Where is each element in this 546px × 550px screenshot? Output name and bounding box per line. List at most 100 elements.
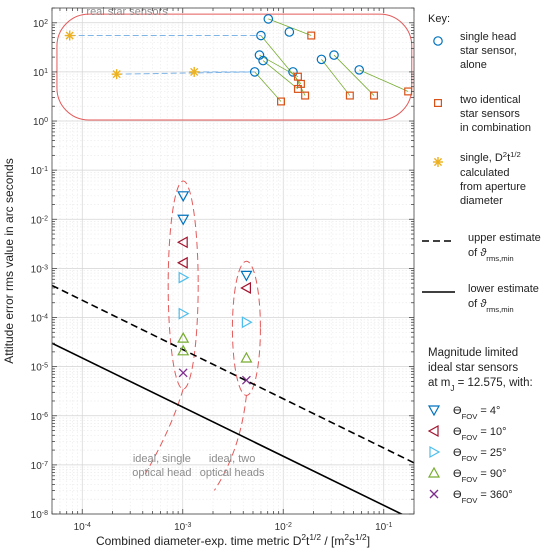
- grid: [51, 7, 415, 515]
- legend-title: Key:: [428, 13, 450, 25]
- single-head-point: [354, 65, 365, 75]
- pair-link-line: [321, 59, 351, 96]
- upper-estimate-line: [52, 284, 414, 464]
- y-tick-label: 10-4: [31, 313, 48, 325]
- ideal-two-label: optical heads: [200, 467, 265, 479]
- star-stroke: [65, 31, 74, 40]
- y-tick-label: 100: [33, 117, 48, 129]
- lower-estimate-line: [52, 342, 404, 514]
- pair-link-line: [333, 54, 375, 96]
- y-tick-label: 10-3: [31, 264, 48, 276]
- aperture-point: [111, 69, 122, 80]
- ideal-two-pointer: [213, 395, 247, 491]
- legend-aperture-label: from aperture: [460, 181, 526, 193]
- ideal-two-fov-4-point: [240, 270, 253, 282]
- x-tick-label: 10-4: [74, 522, 91, 534]
- ideal-single-ellipse: [167, 180, 199, 390]
- legend-single-head-marker: [433, 36, 443, 46]
- real-sensors-label: real star sensors: [86, 6, 168, 18]
- aperture-point: [64, 30, 75, 41]
- legend-fov-90-label: ϴFOV = 90°: [453, 468, 507, 484]
- real-sensors-region: [56, 13, 413, 121]
- cross-stroke: [178, 368, 188, 378]
- legend-single-head-label: star sensor,: [460, 45, 517, 57]
- legend-two-heads-label: in combination: [460, 122, 531, 134]
- legend-aperture-label: diameter: [460, 195, 503, 207]
- single-head-point: [263, 14, 274, 24]
- single-head-point: [284, 27, 295, 37]
- legend-lower-label: of ϑrms,min: [468, 298, 514, 314]
- ideal-single-pointer: [144, 388, 184, 475]
- ideal-single-fov-360-point: [178, 368, 188, 378]
- x-tick-label: 10-1: [375, 522, 392, 534]
- legend-fov-360-marker: [429, 489, 439, 499]
- legend-single-head-label: single head: [460, 31, 516, 43]
- legend-fov-90-marker: [427, 466, 441, 478]
- legend-fov-360-label: ϴFOV = 360°: [453, 489, 513, 505]
- aperture-point: [189, 66, 200, 77]
- legend-upper-label: of ϑrms,min: [468, 247, 514, 263]
- legend-fov-25-label: ϴFOV = 25°: [453, 447, 507, 463]
- ideal-single-fov-25-point: [178, 307, 190, 320]
- legend-aperture-marker: [433, 157, 443, 167]
- y-tick-label: 10-7: [31, 460, 48, 472]
- aperture-link-line: [116, 71, 255, 75]
- ideal-single-fov-25-point: [178, 271, 190, 284]
- plot-content: [52, 13, 414, 514]
- star-stroke: [190, 67, 199, 77]
- y-tick-label: 102: [33, 18, 48, 30]
- legend-aperture-label: calculated: [460, 167, 510, 179]
- star-stroke: [112, 70, 121, 79]
- legend-two-heads-label: two identical: [460, 94, 521, 106]
- ideal-single-fov-90-point: [177, 331, 190, 343]
- pair-link-line: [254, 71, 282, 102]
- ideal-two-fov-90-point: [240, 351, 253, 363]
- single-head-point: [249, 67, 260, 77]
- pair-link-line: [262, 60, 299, 90]
- y-tick-label: 10-1: [31, 166, 48, 178]
- legend-aperture-label: single, D2t1/2: [460, 150, 521, 165]
- y-tick-label: 10-8: [31, 510, 48, 522]
- ideal-two-label: ideal, two: [209, 453, 255, 465]
- legend-upper-label: upper estimate: [468, 232, 541, 244]
- x-axis-label: Combined diameter-exp. time metric D2t1/…: [96, 532, 370, 548]
- two-heads-point: [293, 72, 302, 81]
- star-stroke: [433, 157, 443, 167]
- single-head-point: [254, 50, 265, 60]
- ideal-single-fov-10-point: [176, 236, 188, 249]
- legend-two-heads-marker: [434, 98, 443, 107]
- pair-link-line: [359, 69, 409, 92]
- y-axis-label: Attitude error rms value in arc seconds: [2, 158, 16, 363]
- ideal-two-fov-25-point: [241, 316, 253, 329]
- single-head-point: [329, 50, 339, 60]
- legend-magnitude-label: Magnitude limited: [428, 347, 518, 359]
- legend-two-heads-label: star sensors: [460, 108, 520, 120]
- ideal-single-fov-4-point: [177, 191, 190, 203]
- legend-magnitude-label: ideal star sensors: [428, 362, 518, 374]
- ideal-single-fov-4-point: [177, 214, 190, 226]
- x-tick-label: 10-3: [174, 522, 191, 534]
- two-heads-point: [301, 91, 310, 100]
- legend-fov-4-marker: [427, 405, 441, 417]
- axes-box: [51, 7, 415, 515]
- plot-area: [52, 8, 414, 514]
- legend-lower-label: lower estimate: [468, 283, 539, 295]
- y-tick-label: 10-2: [31, 215, 48, 227]
- single-head-point: [256, 30, 266, 41]
- y-tick-label: 10-6: [31, 411, 48, 423]
- cross-stroke: [429, 489, 439, 499]
- ideal-two-fov-360-point: [241, 375, 251, 385]
- legend-fov-4-label: ϴFOV = 4°: [453, 405, 500, 421]
- ticks: [51, 7, 415, 515]
- two-heads-point: [307, 31, 316, 40]
- legend-fov-10-label: ϴFOV = 10°: [453, 426, 507, 442]
- two-heads-point: [345, 91, 354, 100]
- cross-stroke: [241, 375, 251, 385]
- legend-fov-25-marker: [429, 445, 441, 459]
- ideal-single-fov-90-point: [177, 344, 190, 356]
- single-head-point: [316, 54, 327, 65]
- legend-magnitude-label: at mJ = 12.575, with:: [428, 377, 533, 393]
- ideal-two-fov-10-point: [240, 281, 252, 294]
- legend: Key: single head star sensor, alone two iden…: [422, 13, 541, 505]
